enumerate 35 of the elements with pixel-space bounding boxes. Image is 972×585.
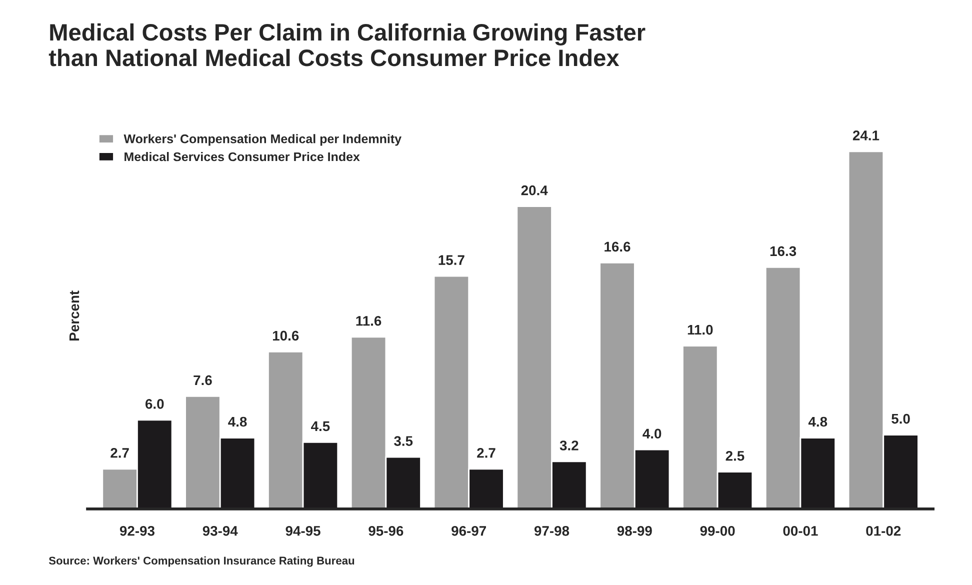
data-label: 16.6 [604, 242, 630, 252]
data-label: 2.5 [726, 450, 744, 461]
data-label: 20.4 [521, 185, 548, 196]
x-tick-label: 97-98 [534, 526, 570, 536]
data-label: 2.7 [477, 448, 496, 458]
data-label: 24.1 [852, 130, 880, 140]
data-label: 6.0 [145, 399, 164, 409]
legend-label: Medical Services Consumer Price Index [124, 152, 360, 162]
data-label: 4.5 [311, 421, 330, 432]
x-tick-label: 94-95 [286, 526, 320, 536]
data-label: 11.0 [688, 324, 713, 335]
data-label: 15.7 [438, 255, 464, 265]
data-label: 5.0 [892, 414, 910, 424]
x-tick-label: 95-96 [368, 526, 404, 536]
y-axis-title: Percent [69, 290, 80, 340]
data-label: 3.2 [560, 440, 578, 450]
x-tick-label: 01-02 [866, 526, 901, 536]
x-tick-label: 93-94 [202, 526, 238, 536]
source-note: Source: Workers' Compensation Insurance Rating Bureau [48, 556, 354, 567]
x-tick-label: 92-93 [120, 526, 154, 536]
x-tick-label: 99-00 [700, 526, 735, 536]
x-tick-label: 00-01 [783, 526, 818, 536]
data-label: 3.5 [394, 436, 413, 446]
data-label: 16.3 [770, 246, 796, 256]
data-label: 2.7 [110, 448, 129, 458]
data-label: 4.8 [808, 416, 828, 427]
data-label: 10.6 [272, 330, 299, 341]
data-label: 4.0 [642, 428, 662, 439]
chart-title: Medical Costs Per Claim in California Growing Faster than National Medical Costs Consumer Price Index [48, 23, 646, 66]
legend-label: Workers' Compensation Medical per Indemnity [124, 134, 402, 146]
x-tick-label: 96-97 [452, 526, 486, 536]
data-label: 11.6 [356, 316, 382, 326]
data-label: 4.8 [228, 416, 247, 427]
x-tick-label: 98-99 [617, 526, 652, 536]
data-label: 7.6 [194, 375, 212, 386]
